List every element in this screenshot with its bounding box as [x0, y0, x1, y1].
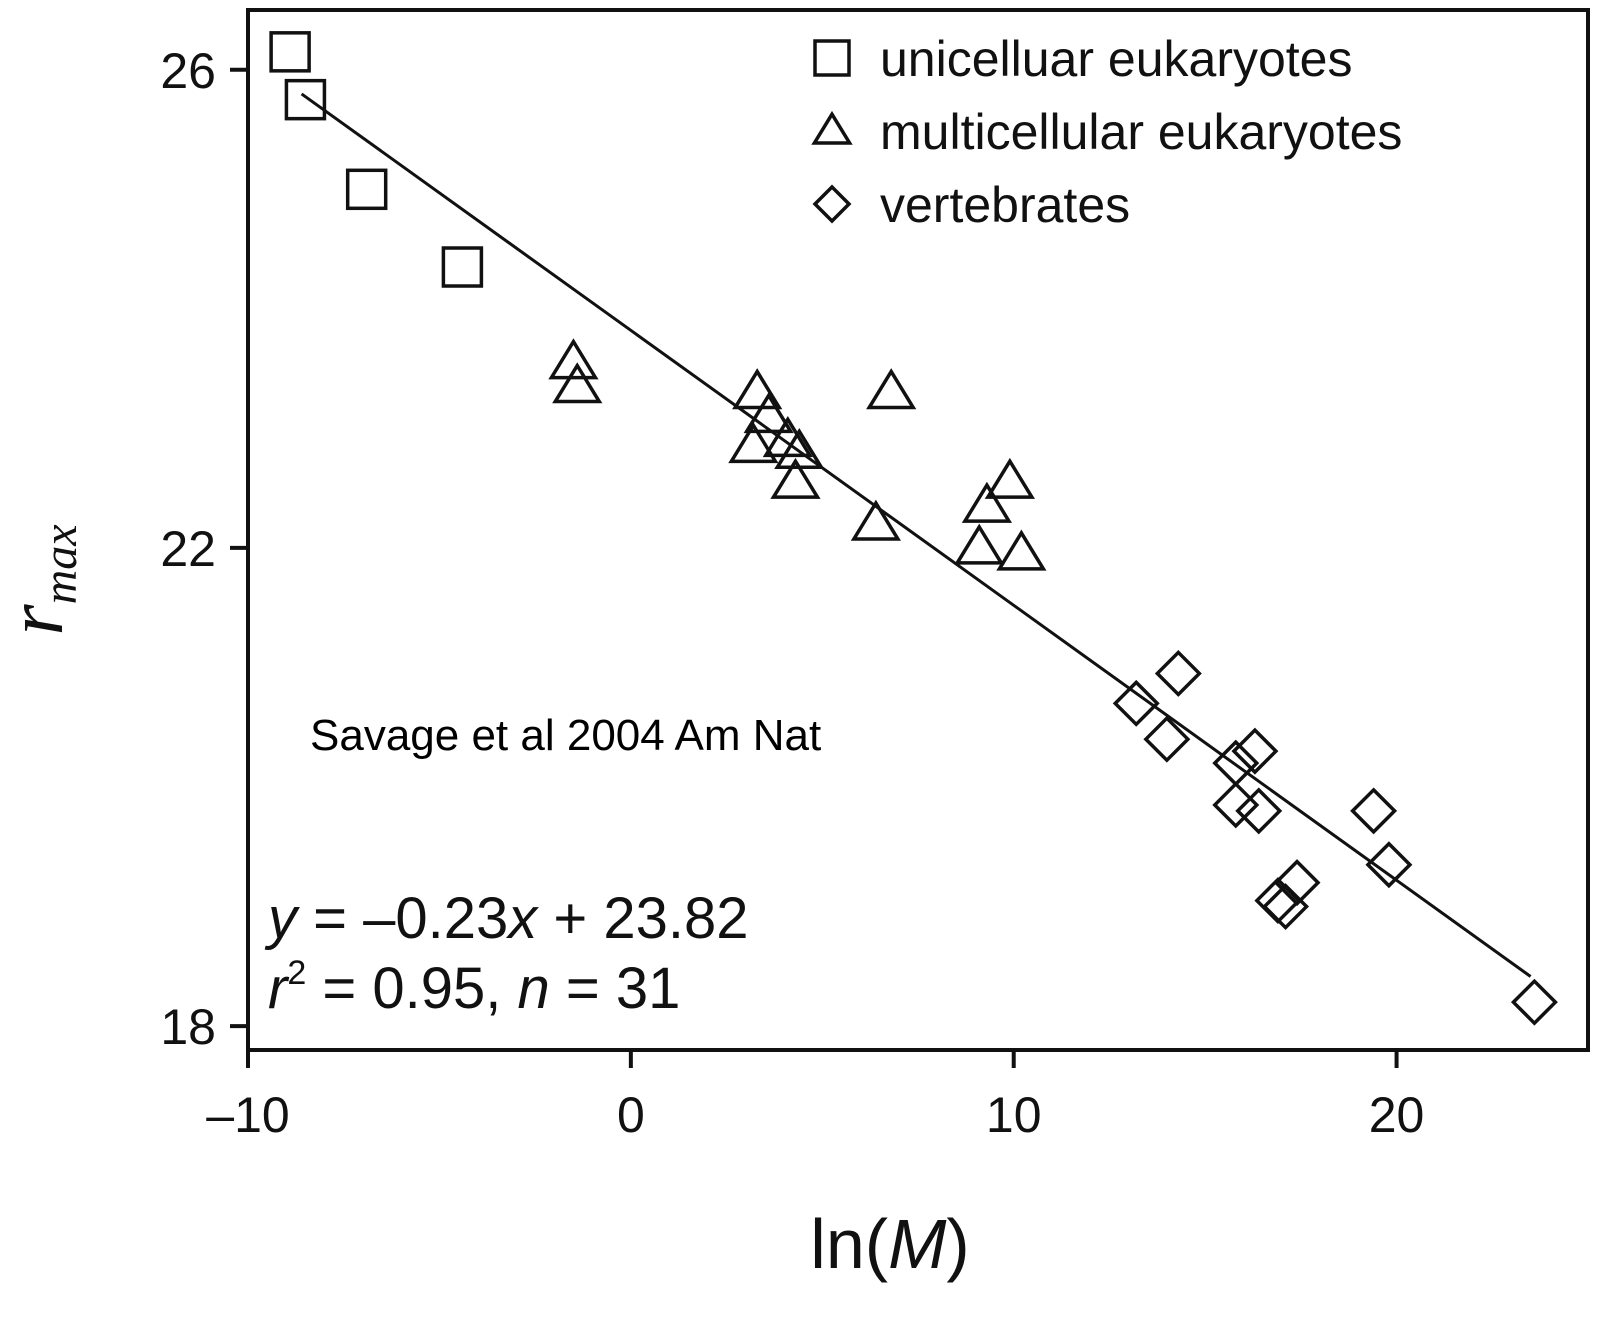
eq-x-var: x — [505, 886, 539, 951]
diamond-marker — [1231, 727, 1279, 775]
diamond-marker — [1212, 781, 1260, 829]
eq-n-var: n — [517, 956, 549, 1021]
triangle-marker — [850, 499, 902, 541]
x-tick-label: 20 — [1369, 1087, 1425, 1143]
y-axis-label-main: r — [0, 604, 80, 636]
y-tick-label: 26 — [160, 43, 216, 99]
x-tick-label: 10 — [986, 1087, 1042, 1143]
legend-diamond-marker — [812, 184, 852, 224]
legend-label: unicelluar eukaryotes — [880, 31, 1353, 87]
x-axis-label-prefix: ln( — [810, 1205, 888, 1283]
diamond-marker — [1365, 841, 1413, 889]
legend-label: multicellular eukaryotes — [880, 104, 1402, 160]
eq-y-var: y — [264, 886, 300, 951]
equation-line-1: y = –0.23x + 23.82 — [264, 886, 749, 951]
square-marker — [441, 246, 484, 288]
y-tick-label: 22 — [160, 521, 216, 577]
x-axis-label-var: M — [888, 1205, 947, 1283]
equation-line-2: r2 = 0.95, n = 31 — [268, 954, 680, 1021]
triangle-marker — [954, 523, 1005, 565]
diamond-marker — [1143, 715, 1191, 763]
triangle-marker — [732, 368, 783, 410]
square-marker — [269, 31, 311, 73]
x-axis-ticks: –10 0 10 20 — [206, 1050, 1424, 1143]
triangle-marker — [984, 457, 1036, 499]
regression-line — [300, 92, 1532, 978]
legend-square-marker — [813, 39, 851, 77]
diamond-marker — [1235, 787, 1283, 835]
eq-intercept: + 23.82 — [537, 886, 748, 951]
y-axis-ticks: 18 22 26 — [160, 43, 248, 1055]
triangle-marker — [866, 368, 917, 410]
triangle-marker — [762, 415, 813, 458]
triangle-marker — [552, 362, 603, 404]
triangle-marker — [770, 457, 821, 499]
source-annotation: Savage et al 2004 Am Nat — [310, 711, 821, 760]
plot-frame — [246, 8, 1590, 1052]
eq-slope: = –0.23 — [297, 886, 508, 951]
square-marker — [284, 78, 327, 121]
triangle-marker — [728, 421, 779, 464]
x-axis-label: ln(M) — [810, 1205, 969, 1283]
eq-r-sup: 2 — [287, 954, 306, 992]
eq-n-value: = 31 — [550, 956, 681, 1021]
diamond-marker — [1510, 978, 1558, 1026]
diamond-marker — [1112, 679, 1160, 727]
data-markers — [269, 31, 1558, 1026]
eq-r-var: r — [268, 956, 290, 1021]
legend: unicelluar eukaryotes multicellular eukar… — [811, 31, 1402, 233]
diamond-marker — [1154, 649, 1202, 697]
y-axis-label-sub: max — [34, 524, 87, 604]
x-tick-label: –10 — [206, 1087, 289, 1143]
legend-label: vertebrates — [880, 177, 1130, 233]
x-axis-label-suffix: ) — [946, 1205, 969, 1283]
y-tick-label: 18 — [160, 999, 216, 1055]
y-axis-label: rmax — [0, 524, 87, 635]
diamond-marker — [1350, 787, 1398, 835]
triangle-marker — [961, 481, 1013, 523]
eq-r-value: = 0.95, — [306, 956, 517, 1021]
legend-triangle-marker — [811, 110, 853, 145]
x-tick-label: 0 — [617, 1087, 645, 1143]
diamond-marker — [1262, 883, 1310, 931]
triangle-marker — [548, 338, 599, 380]
triangle-marker — [996, 529, 1047, 571]
square-marker — [345, 168, 388, 211]
triangle-marker — [743, 392, 794, 434]
